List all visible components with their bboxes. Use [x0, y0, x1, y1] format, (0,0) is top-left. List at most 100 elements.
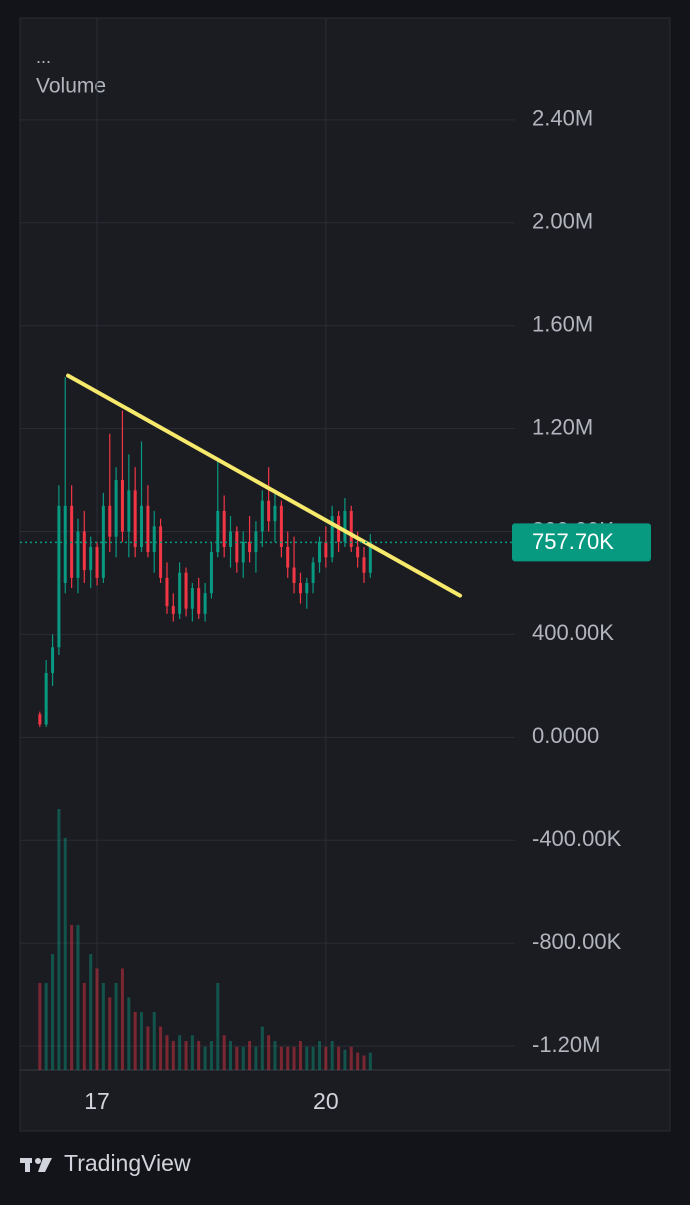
volume-bar	[190, 1035, 194, 1070]
volume-bar	[362, 1055, 366, 1070]
candle-body	[140, 505, 143, 547]
volume-bar	[197, 1041, 201, 1070]
trendline	[66, 373, 463, 598]
volume-bar	[311, 1046, 315, 1070]
y-tick-label: 400.00K	[532, 620, 614, 645]
volume-bar	[260, 1026, 264, 1070]
volume-bar	[318, 1041, 322, 1070]
candle-body	[260, 500, 264, 532]
volume-bar	[298, 1041, 302, 1070]
candle-body	[82, 531, 86, 571]
brand-logo	[20, 1158, 52, 1172]
candle-body	[305, 582, 309, 594]
candle-body	[318, 541, 322, 563]
candle-body	[171, 606, 175, 614]
candle-body	[286, 546, 290, 568]
volume-bar	[38, 983, 42, 1070]
candle-body	[101, 505, 105, 578]
volume-bar	[254, 1046, 258, 1070]
candle-body	[229, 531, 233, 547]
y-tick-label: 1.60M	[532, 312, 593, 337]
volume-bar	[286, 1046, 290, 1070]
y-tick-label: 2.00M	[532, 209, 593, 234]
x-tick-label: 20	[313, 1088, 339, 1114]
volume-bar	[140, 1012, 143, 1070]
volume-bar	[171, 1041, 175, 1070]
volume-bar	[108, 997, 112, 1070]
y-tick-label: 2.40M	[532, 106, 593, 131]
candle-body	[298, 582, 302, 594]
volume-bar	[337, 1046, 341, 1070]
x-tick-label: 17	[84, 1088, 110, 1114]
volume-bar	[292, 1046, 296, 1070]
volume-bar	[343, 1049, 347, 1070]
volume-bar	[178, 1035, 182, 1070]
volume-bar	[235, 1046, 239, 1070]
volume-bar	[184, 1041, 188, 1070]
volume-bar	[82, 983, 86, 1070]
candle-body	[209, 552, 213, 594]
candle-body	[114, 480, 118, 537]
candle-body	[235, 531, 239, 563]
volume-bar	[133, 1012, 137, 1070]
candle-body	[356, 546, 360, 558]
y-tick-label: 1.20M	[532, 414, 593, 439]
candle-body	[349, 510, 353, 547]
y-tick-label: 0.0000	[532, 723, 599, 748]
volume-bar	[273, 1041, 277, 1070]
candle-body	[330, 516, 334, 558]
candle-body	[178, 572, 182, 614]
volume-bar	[368, 1052, 372, 1070]
volume-bar	[63, 838, 67, 1070]
candle-body	[63, 505, 67, 583]
candle-body	[273, 505, 277, 522]
volume-bar	[146, 1026, 150, 1070]
volume-bar	[330, 1041, 334, 1070]
candle-body	[203, 593, 207, 614]
volume-bar	[51, 954, 55, 1070]
volume-bar	[356, 1052, 360, 1070]
volume-bar	[89, 954, 93, 1070]
candle-body	[311, 562, 315, 583]
volume-bar	[279, 1046, 283, 1070]
candle-body	[184, 572, 188, 609]
candle-body	[38, 714, 42, 725]
candle-body	[51, 647, 55, 674]
chart-panel	[19, 17, 671, 1132]
candle-body	[165, 577, 169, 607]
volume-bar	[324, 1046, 328, 1070]
menu-dots[interactable]: ...	[36, 47, 51, 67]
volume-bar	[203, 1046, 207, 1070]
candle-body	[57, 505, 61, 648]
candle-body	[197, 588, 201, 614]
candle-body	[343, 510, 347, 542]
volume-bar	[349, 1046, 353, 1070]
candle-body	[95, 546, 99, 578]
volume-bar	[159, 1026, 163, 1070]
candle-body	[248, 541, 252, 553]
candle-body	[159, 526, 163, 578]
volume-bar	[229, 1041, 233, 1070]
candle-body	[146, 505, 150, 553]
candle-body	[292, 567, 296, 583]
candle-body	[368, 542, 372, 573]
volume-bar	[165, 1035, 169, 1070]
volume-bar	[57, 809, 61, 1070]
volume-bar	[152, 1012, 156, 1070]
volume-bar	[95, 968, 99, 1070]
indicator-label: Volume	[36, 75, 106, 98]
candle-body	[222, 510, 226, 547]
candle-body	[324, 541, 328, 558]
volume-bar	[248, 1041, 252, 1070]
volume-bar	[209, 1041, 213, 1070]
y-tick-label: -800.00K	[532, 929, 622, 954]
last-price-label: 757.70K	[532, 529, 614, 554]
last-price-box	[512, 523, 651, 562]
candle-body	[108, 505, 112, 537]
candle-body	[133, 490, 137, 547]
y-tick-label: -400.00K	[532, 826, 622, 851]
brand-name: TradingView	[64, 1150, 191, 1176]
volume-bar	[305, 1046, 309, 1070]
